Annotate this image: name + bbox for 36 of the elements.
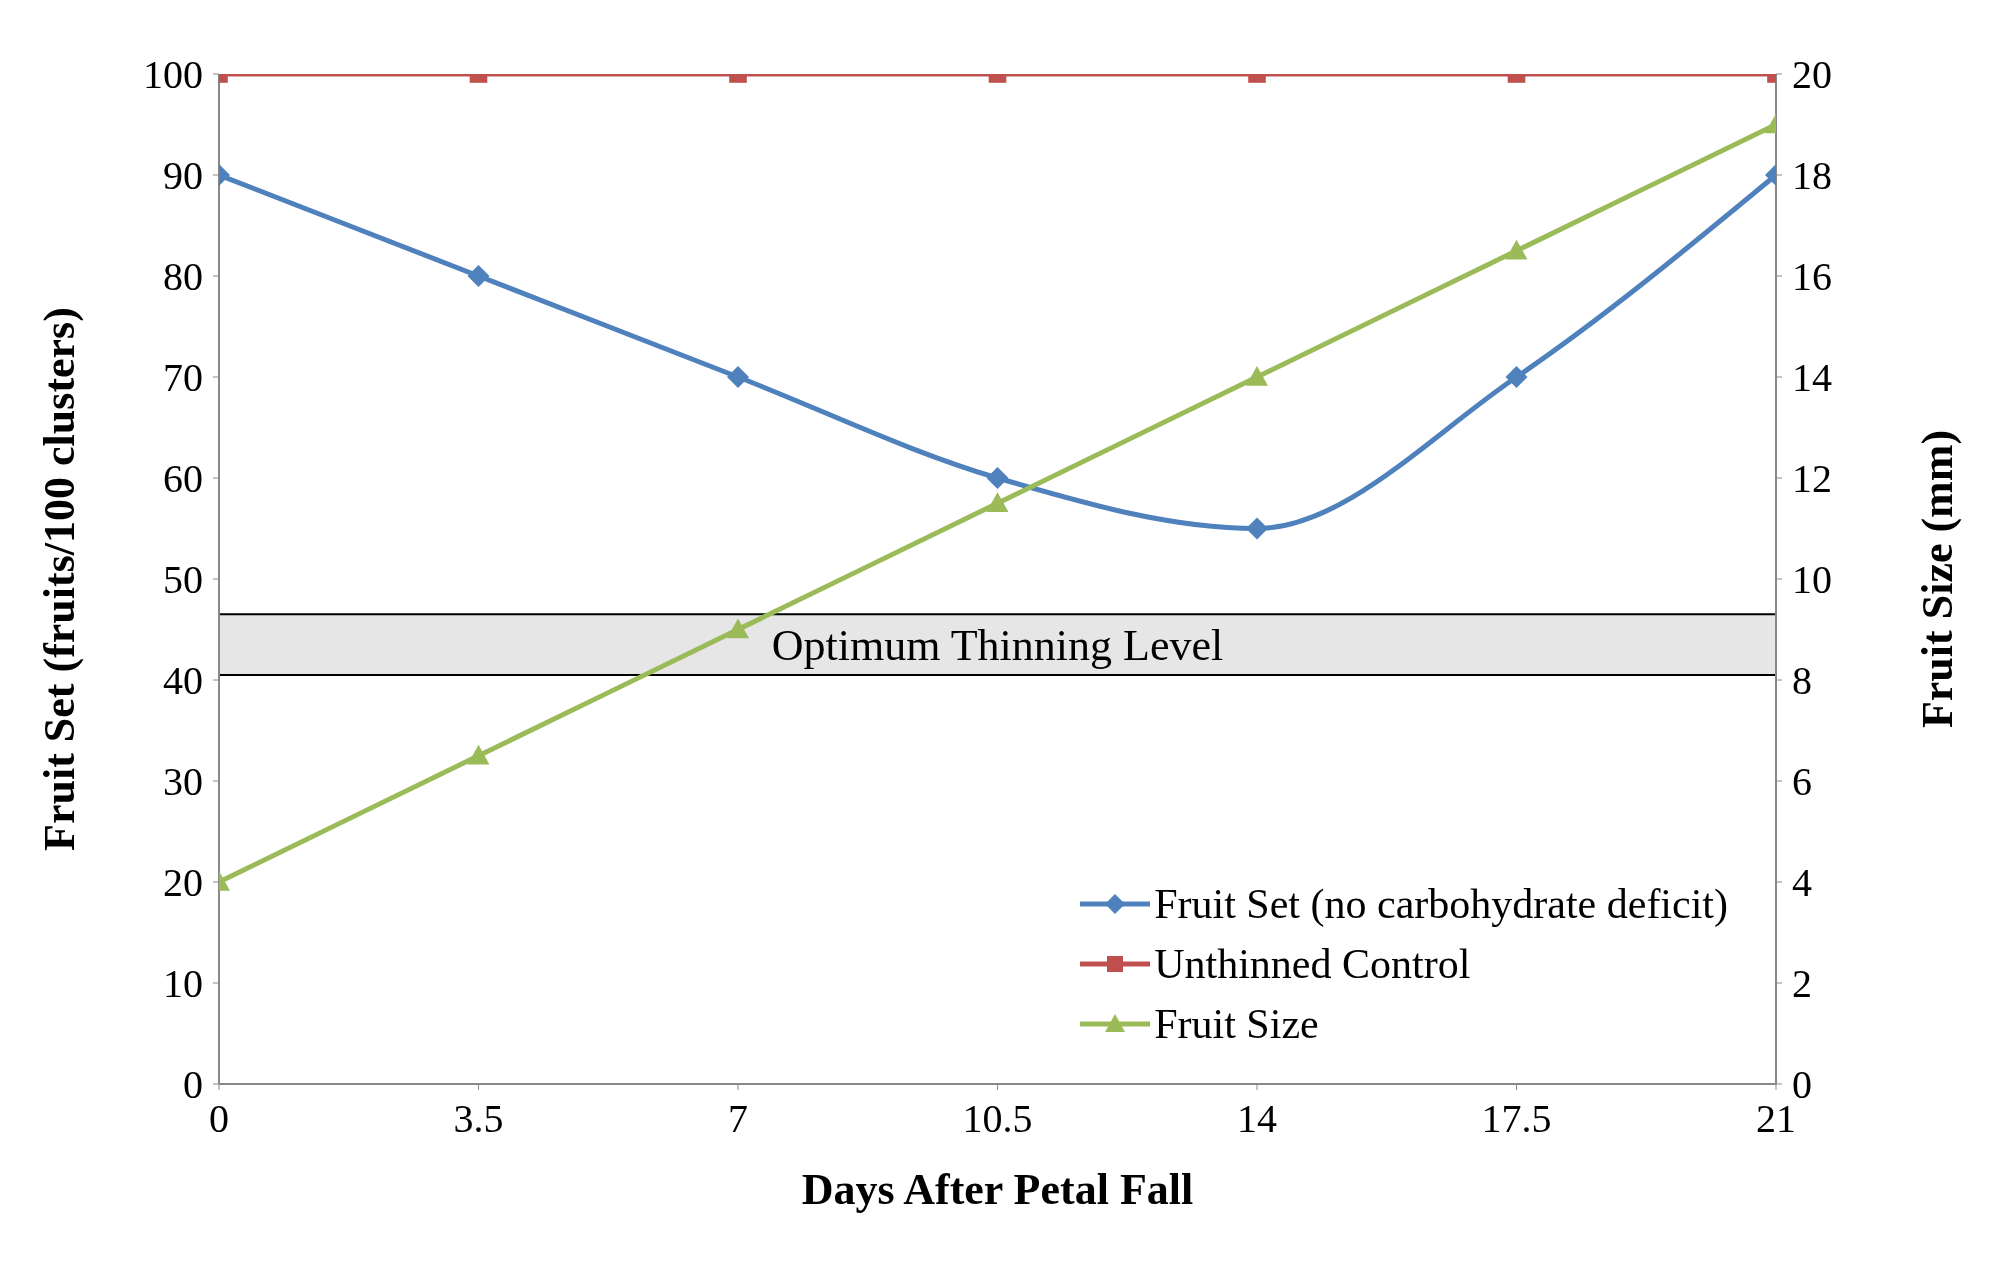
y-tick-label: 80 xyxy=(163,254,203,300)
legend-label: Fruit Size xyxy=(1154,1000,1319,1048)
point xyxy=(1246,366,1268,386)
y-tick-label: 30 xyxy=(163,759,203,805)
y-tick-label: 20 xyxy=(163,860,203,906)
y-tick-label: 90 xyxy=(163,153,203,199)
y-tick-label: 100 xyxy=(143,52,203,98)
x-tick-label: 17.5 xyxy=(1481,1096,1552,1142)
x-tick-label: 14 xyxy=(1237,1096,1277,1142)
y2-tick-label: 18 xyxy=(1792,153,1832,199)
y2-tick-label: 10 xyxy=(1792,557,1832,603)
y2-tick-label: 4 xyxy=(1792,860,1812,906)
y-tick-label: 70 xyxy=(163,355,203,401)
y2-tick-label: 8 xyxy=(1792,658,1812,704)
legend-label: Unthinned Control xyxy=(1154,940,1471,988)
y2-tick-label: 14 xyxy=(1792,355,1832,401)
x-axis-title: Days After Petal Fall xyxy=(801,1165,1194,1214)
y-tick-label: 0 xyxy=(183,1062,203,1108)
y-axis-title: Fruit Set (fruits/100 clusters) xyxy=(34,307,84,851)
y2-tick-label: 16 xyxy=(1792,254,1832,300)
x-tick-label: 7 xyxy=(728,1096,748,1142)
x-tick-label: 10.5 xyxy=(962,1096,1033,1142)
x-tick-label: 3.5 xyxy=(453,1096,504,1142)
y-tick-label: 60 xyxy=(163,456,203,502)
y2-axis-title: Fruit Size (mm) xyxy=(1912,429,1962,729)
point xyxy=(727,618,749,639)
legend-label: Fruit Set (no carbohydrate deficit) xyxy=(1154,880,1728,928)
y2-tick-label: 2 xyxy=(1792,961,1812,1007)
y-tick-label: 40 xyxy=(163,658,203,704)
band-label: Optimum Thinning Level xyxy=(771,621,1224,671)
y2-tick-label: 20 xyxy=(1792,52,1832,98)
y-tick-label: 10 xyxy=(163,961,203,1007)
y2-tick-label: 12 xyxy=(1792,456,1832,502)
point xyxy=(986,492,1009,513)
y2-tick-label: 6 xyxy=(1792,759,1812,805)
y-tick-label: 50 xyxy=(163,557,203,603)
